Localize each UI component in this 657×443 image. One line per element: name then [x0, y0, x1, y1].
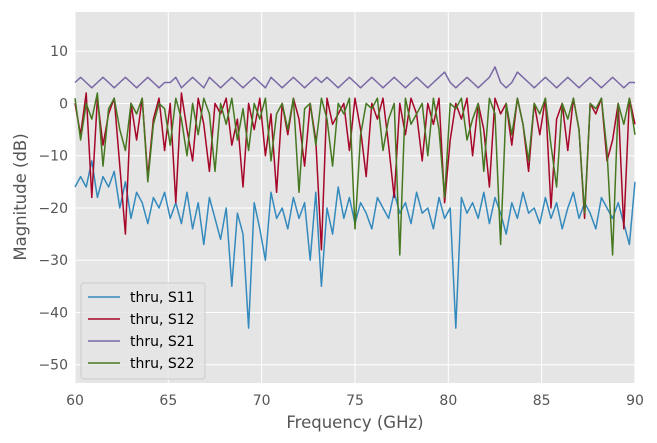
x-tick-label: 75: [346, 393, 364, 409]
x-tick-labels: 60 65 70 75 80 85 90: [66, 393, 644, 409]
y-axis-label: Magnitude (dB): [11, 133, 30, 260]
y-tick-label: −50: [38, 358, 68, 374]
x-tick-label: 85: [533, 393, 551, 409]
y-tick-labels: 10 0 −10 −20 −30 −40 −50: [38, 44, 68, 374]
gridlines: [74, 12, 636, 383]
x-axis-label: Frequency (GHz): [286, 413, 423, 432]
legend-entry: thru, S12: [130, 312, 195, 328]
legend-entry: thru, S11: [130, 290, 195, 306]
y-tick-label: −30: [38, 253, 68, 269]
legend-entry: thru, S21: [130, 334, 195, 350]
y-tick-label: 10: [50, 44, 68, 60]
x-tick-label: 65: [159, 393, 177, 409]
y-tick-label: 0: [59, 96, 68, 112]
y-tick-label: −20: [38, 201, 68, 217]
x-tick-label: 60: [66, 393, 84, 409]
x-tick-label: 80: [439, 393, 457, 409]
legend-entry: thru, S22: [130, 356, 195, 372]
legend: thru, S11 thru, S12 thru, S21 thru, S22: [80, 282, 206, 380]
y-tick-label: −10: [38, 149, 68, 165]
series-lines: [74, 66, 636, 329]
series-line-2: [74, 92, 636, 251]
series-line-4: [74, 92, 636, 256]
legend-box: [80, 282, 206, 380]
series-line-3: [74, 66, 635, 89]
x-tick-label: 90: [626, 393, 644, 409]
x-tick-label: 70: [253, 393, 271, 409]
y-tick-label: −40: [38, 305, 68, 321]
